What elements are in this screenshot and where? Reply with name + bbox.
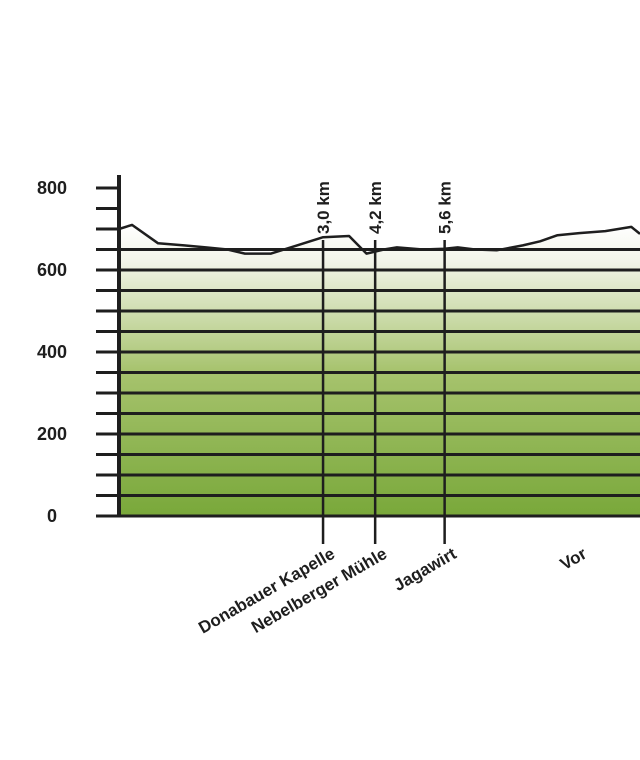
waypoint-label: Vor [557, 544, 590, 574]
axis-layer: 0 200 400 600 800 [37, 175, 121, 526]
marker-layer [321, 240, 446, 544]
distance-label: 5,6 km [436, 181, 455, 234]
y-tick-label: 400 [37, 342, 67, 362]
y-tick-label: 0 [47, 506, 57, 526]
line-layer [118, 223, 640, 255]
grid-layer [96, 186, 640, 518]
elevation-area [119, 224, 640, 516]
y-tick-label: 800 [37, 178, 67, 198]
area-layer [119, 224, 640, 516]
waypoint-label: Jagawirt [390, 544, 460, 595]
distance-label: 4,2 km [366, 181, 385, 234]
elevation-line [118, 223, 640, 255]
y-tick-label: 600 [37, 260, 67, 280]
distance-label: 3,0 km [314, 181, 333, 234]
y-tick-label: 200 [37, 424, 67, 444]
